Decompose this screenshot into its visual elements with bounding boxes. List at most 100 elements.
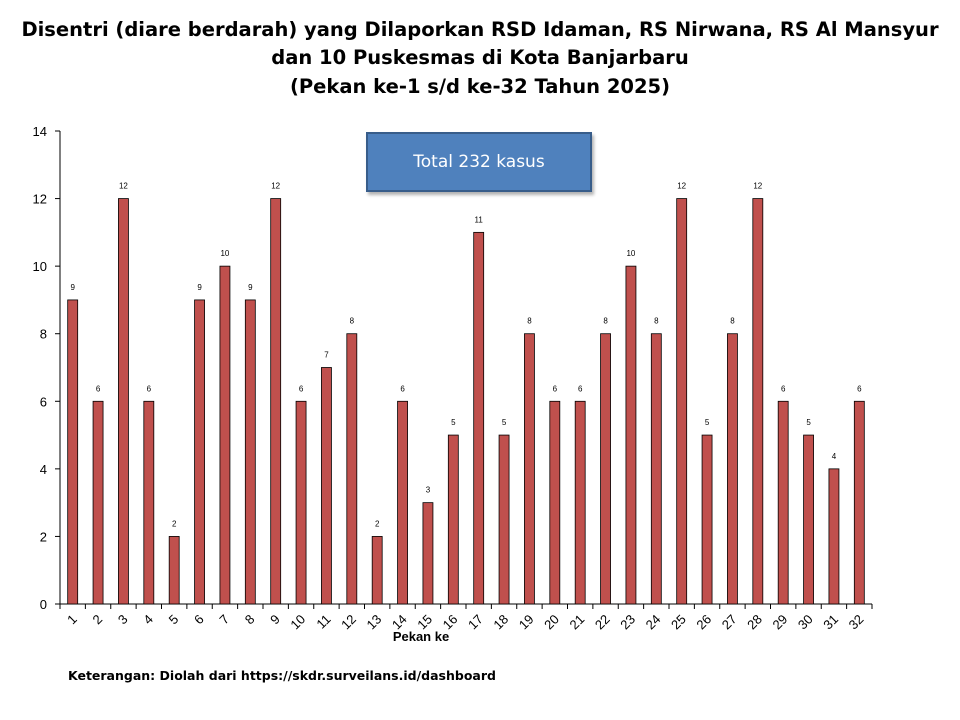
- x-tick-label: 22: [592, 612, 613, 633]
- data-label: 4: [832, 452, 837, 461]
- y-tick-label: 4: [40, 462, 47, 477]
- x-tick-label: 3: [115, 612, 131, 628]
- bar: [752, 198, 764, 605]
- x-tick-label: 11: [313, 612, 333, 632]
- x-tick-label: 24: [643, 612, 664, 633]
- bar: [600, 333, 611, 605]
- bar: [727, 333, 738, 605]
- y-tick-label: 12: [33, 192, 47, 207]
- data-label: 2: [172, 519, 177, 528]
- x-tick-label: 20: [541, 612, 562, 633]
- bar: [92, 400, 104, 605]
- y-tick-label: 10: [33, 259, 47, 274]
- bar: [447, 434, 459, 605]
- y-tick-label: 8: [40, 327, 47, 342]
- x-tick-label: 23: [617, 612, 638, 633]
- bar: [650, 333, 662, 605]
- bar: [219, 265, 231, 605]
- x-tick-label: 30: [795, 612, 816, 633]
- x-tick-label: 27: [719, 612, 740, 633]
- x-tick-label: 7: [216, 612, 232, 628]
- data-label: 8: [730, 317, 735, 326]
- bar: [270, 198, 282, 605]
- bar: [194, 299, 205, 605]
- bar: [397, 400, 408, 605]
- data-label: 5: [705, 418, 710, 427]
- data-label: 5: [502, 418, 507, 427]
- y-tick-label: 0: [40, 597, 47, 612]
- data-label: 10: [626, 249, 635, 258]
- x-tick-label: 21: [566, 612, 587, 633]
- bar: [422, 502, 434, 605]
- bar: [321, 367, 332, 605]
- y-tick-label: 2: [40, 529, 47, 544]
- y-tick-label: 6: [40, 394, 47, 409]
- data-label: 6: [781, 384, 786, 393]
- bar: [524, 333, 535, 605]
- data-label: 6: [299, 384, 304, 393]
- data-label: 8: [654, 317, 659, 326]
- x-tick-label: 29: [769, 612, 790, 633]
- x-axis-title: Pekan ke: [393, 629, 449, 644]
- x-tick-label: 4: [140, 612, 156, 628]
- footnote: Keterangan: Diolah dari https://skdr.sur…: [68, 668, 496, 683]
- x-tick-label: 9: [267, 612, 283, 628]
- chart-title-line-2: dan 10 Puskesmas di Kota Banjarbaru: [271, 46, 689, 69]
- bar: [143, 400, 155, 605]
- data-label: 9: [248, 283, 253, 292]
- data-label: 9: [70, 283, 75, 292]
- data-label: 10: [220, 249, 229, 258]
- y-tick-label: 14: [33, 124, 47, 139]
- bar: [295, 400, 307, 605]
- data-label: 12: [753, 182, 762, 191]
- bar: [549, 400, 561, 605]
- x-tick-label: 19: [516, 612, 537, 633]
- bar: [371, 536, 383, 605]
- x-tick-label: 18: [490, 612, 511, 633]
- bar: [168, 536, 180, 605]
- x-tick-label: 31: [820, 612, 841, 633]
- chart-title-line-3: (Pekan ke-1 s/d ke-32 Tahun 2025): [289, 75, 671, 98]
- x-tick-label: 32: [846, 612, 867, 633]
- bar: [67, 299, 79, 605]
- x-tick-label: 28: [744, 612, 765, 633]
- chart-title-line-1: Disentri (diare berdarah) yang Dilaporka…: [21, 18, 939, 41]
- total-cases-annotation: Total 232 kasus: [366, 132, 592, 192]
- data-label: 6: [578, 384, 583, 393]
- x-tick-label: 2: [89, 612, 105, 628]
- data-label: 7: [324, 351, 329, 360]
- data-label: 5: [451, 418, 456, 427]
- bar: [574, 400, 586, 605]
- data-label: 12: [271, 182, 280, 191]
- x-tick-label: 10: [287, 612, 308, 633]
- bar: [346, 333, 358, 605]
- bar: [803, 434, 814, 605]
- bar: [625, 265, 637, 605]
- x-tick-label: 13: [363, 612, 384, 633]
- bar: [498, 434, 510, 605]
- bar: [828, 468, 840, 605]
- x-tick-label: 17: [465, 612, 486, 633]
- data-label: 8: [527, 317, 532, 326]
- x-tick-label: 8: [242, 612, 258, 628]
- data-label: 6: [96, 384, 101, 393]
- bar: [853, 400, 865, 605]
- x-tick-label: 25: [668, 612, 689, 633]
- data-label: 9: [197, 283, 202, 292]
- data-label: 6: [857, 384, 862, 393]
- bar: [701, 434, 713, 605]
- x-tick-label: 12: [338, 612, 359, 633]
- x-tick-label: 6: [191, 612, 207, 628]
- bar: [676, 198, 688, 605]
- x-tick-label: 5: [166, 612, 182, 628]
- data-label: 3: [426, 486, 431, 495]
- bar: [118, 198, 129, 605]
- bar: [473, 231, 485, 605]
- x-tick-label: 26: [693, 612, 714, 633]
- data-label: 6: [147, 384, 152, 393]
- data-label: 6: [553, 384, 558, 393]
- data-label: 5: [806, 418, 811, 427]
- data-label: 11: [475, 215, 484, 224]
- bar: [244, 299, 256, 605]
